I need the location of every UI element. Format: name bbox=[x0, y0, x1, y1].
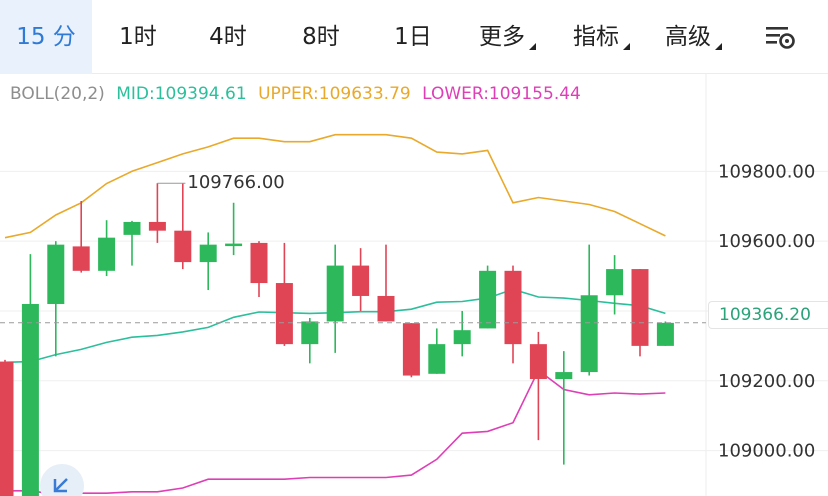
candle-body bbox=[352, 265, 370, 296]
candle-body bbox=[301, 321, 319, 345]
legend-lower-value: LOWER:109155.44 bbox=[422, 84, 581, 104]
high-marker-label: 109766.00 bbox=[187, 172, 284, 193]
candle-body bbox=[123, 221, 141, 235]
y-axis-tick-label: 109800.00 bbox=[718, 161, 815, 182]
candle-body bbox=[377, 295, 395, 322]
tab-1-hour[interactable]: 1时 bbox=[100, 0, 176, 74]
candle-up bbox=[656, 321, 674, 346]
band-line-upper bbox=[4, 133, 666, 239]
candle-body bbox=[21, 303, 39, 496]
candle-up bbox=[428, 328, 446, 374]
candle-body bbox=[47, 244, 65, 304]
chart-settings-icon[interactable] bbox=[762, 22, 798, 52]
candle-body bbox=[98, 237, 116, 271]
legend-upper-value: UPPER:109633.79 bbox=[258, 84, 411, 104]
candle-up bbox=[326, 244, 344, 353]
candle-up bbox=[580, 244, 598, 376]
current-price-tag: 109366.20 bbox=[708, 301, 828, 329]
candle-down bbox=[0, 359, 14, 496]
candle-down bbox=[275, 242, 293, 346]
dropdown-caret-icon bbox=[715, 43, 722, 50]
candle-body bbox=[148, 221, 166, 231]
candle-body bbox=[326, 265, 344, 322]
candle-up bbox=[453, 310, 471, 357]
legend-mid-value: MID:109394.61 bbox=[116, 84, 247, 104]
tab-15-min[interactable]: 15 分 bbox=[0, 0, 92, 74]
tab-8-hour[interactable]: 8时 bbox=[283, 0, 359, 74]
tab-label: 4时 bbox=[209, 24, 247, 50]
candle-body bbox=[275, 283, 293, 345]
tab-label: 指标 bbox=[573, 24, 619, 50]
y-axis-tick-label: 109000.00 bbox=[718, 441, 815, 462]
y-axis-tick-label: 109200.00 bbox=[718, 371, 815, 392]
y-axis-tick-label: 109600.00 bbox=[718, 231, 815, 252]
chart-grid: 109800.00109600.00109400.00109200.001090… bbox=[0, 74, 828, 496]
candle-body bbox=[504, 270, 522, 345]
tab-advanced[interactable]: 高级 bbox=[652, 0, 724, 74]
candle-body bbox=[606, 269, 624, 296]
candle-down bbox=[529, 331, 547, 441]
candle-up bbox=[479, 265, 497, 329]
tab-1-day[interactable]: 1日 bbox=[375, 0, 451, 74]
tab-label: 高级 bbox=[665, 24, 711, 50]
tab-4-hour[interactable]: 4时 bbox=[190, 0, 266, 74]
candle-body bbox=[225, 243, 243, 247]
timeframe-tab-bar: 15 分 1时 4时 8时 1日 更多 指标 高级 bbox=[0, 0, 828, 74]
candle-up bbox=[47, 241, 65, 357]
tab-indicators[interactable]: 指标 bbox=[560, 0, 632, 74]
tab-more[interactable]: 更多 bbox=[466, 0, 538, 74]
candle-down bbox=[504, 265, 522, 364]
candle-body bbox=[631, 269, 649, 346]
band-line-lower bbox=[5, 369, 666, 496]
candle-body bbox=[402, 323, 420, 376]
tab-label: 1时 bbox=[119, 24, 157, 50]
candle-up bbox=[301, 317, 319, 364]
candle-body bbox=[250, 242, 268, 284]
candle-body bbox=[72, 246, 90, 271]
legend-indicator-name: BOLL(20,2) bbox=[10, 84, 105, 104]
boll-legend: BOLL(20,2) MID:109394.61 UPPER:109633.79… bbox=[10, 84, 587, 104]
candle-body bbox=[0, 361, 14, 496]
candle-down bbox=[148, 183, 166, 243]
tab-label: 1日 bbox=[394, 24, 432, 50]
expand-arrow-icon bbox=[53, 478, 68, 493]
candle-up bbox=[123, 220, 141, 266]
candles bbox=[0, 183, 674, 496]
candle-body bbox=[529, 344, 547, 380]
candle-down bbox=[352, 248, 370, 311]
dropdown-caret-icon bbox=[623, 43, 630, 50]
candle-up bbox=[199, 232, 217, 291]
candle-body bbox=[174, 230, 192, 263]
candle-up bbox=[21, 254, 39, 496]
candle-up bbox=[225, 202, 243, 256]
tab-label: 更多 bbox=[479, 24, 525, 50]
candle-down bbox=[402, 323, 420, 378]
candle-body bbox=[555, 372, 573, 380]
candle-up bbox=[98, 220, 116, 277]
candle-down bbox=[377, 244, 395, 322]
candle-down bbox=[250, 241, 268, 298]
candle-down bbox=[72, 201, 90, 273]
candle-up bbox=[555, 351, 573, 465]
tab-label: 8时 bbox=[302, 24, 340, 50]
candle-up bbox=[606, 255, 624, 315]
tab-label: 15 分 bbox=[16, 24, 76, 50]
candle-body bbox=[656, 322, 674, 346]
candle-body bbox=[453, 330, 471, 345]
chart-overlay: 109766.00 bbox=[0, 172, 706, 324]
candle-body bbox=[428, 344, 446, 374]
candle-down bbox=[174, 183, 192, 270]
candle-body bbox=[479, 270, 497, 329]
dropdown-caret-icon bbox=[529, 43, 536, 50]
candle-body bbox=[580, 295, 598, 373]
expand-chart-button[interactable] bbox=[40, 464, 84, 496]
candle-down bbox=[631, 269, 649, 357]
candle-body bbox=[199, 244, 217, 263]
